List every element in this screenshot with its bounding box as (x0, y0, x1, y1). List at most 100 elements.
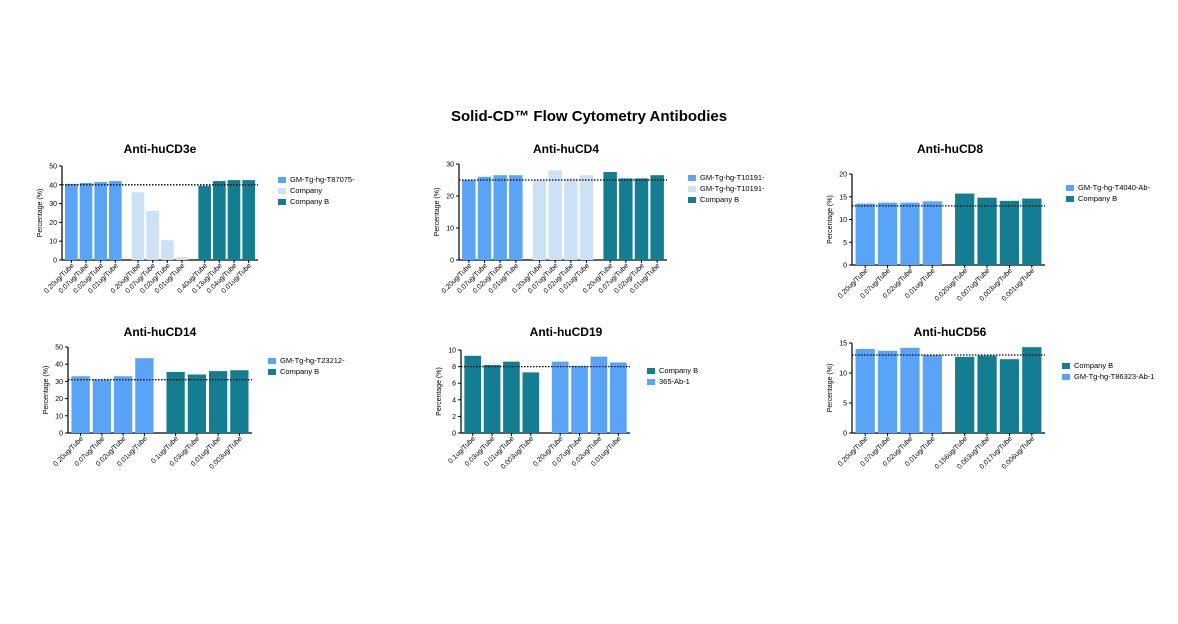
bar (161, 240, 174, 260)
legend-label: GM-Tg-hg-T4040-Ab- (1078, 183, 1151, 192)
y-tick-label: 20 (55, 396, 63, 403)
y-tick-label: 20 (839, 172, 847, 179)
bar (999, 200, 1020, 265)
bar (227, 180, 241, 260)
y-axis-label: Percentage (%) (43, 366, 50, 415)
y-tick-label: 0 (53, 258, 57, 265)
chart-title: Anti-huCD3e (124, 142, 197, 156)
bar (877, 202, 898, 265)
bar (175, 257, 189, 260)
y-axis-label: Percentage (%) (827, 364, 834, 413)
y-tick-label: 10 (446, 226, 454, 233)
y-tick-label: 2 (452, 414, 456, 421)
legend-label: GM-Tg-hg-T86323-Ab-1 (1074, 372, 1154, 381)
bar (548, 170, 562, 260)
legend-swatch (278, 177, 286, 183)
y-tick-label: 0 (843, 263, 847, 270)
y-tick-label: 10 (839, 217, 847, 224)
y-tick-label: 40 (49, 182, 57, 189)
y-tick-label: 10 (55, 413, 63, 420)
legend-swatch (268, 358, 276, 364)
chart-title: Anti-huCD19 (530, 325, 603, 339)
bar (900, 202, 920, 265)
y-axis-label: Percentage (%) (827, 195, 834, 244)
bar (131, 192, 145, 260)
bar (113, 376, 133, 433)
y-tick-label: 0 (452, 431, 456, 438)
bar (71, 376, 90, 433)
bar (65, 183, 78, 260)
page-title: Solid-CD™ Flow Cytometry Antibodies (450, 108, 728, 125)
bar (187, 374, 207, 433)
bar (230, 370, 249, 433)
legend-label: GM-Tg-hg-T87075- (290, 175, 355, 184)
legend-swatch (688, 186, 696, 192)
bar (609, 362, 627, 433)
legend-label: GM-Tg-hg-T10191- (700, 173, 765, 182)
y-tick-label: 50 (55, 345, 63, 352)
bar (1022, 198, 1042, 265)
bar (955, 356, 975, 433)
legend-swatch (1062, 374, 1070, 380)
bar (977, 197, 997, 265)
bar (590, 356, 608, 433)
bar (1022, 347, 1042, 433)
y-tick-label: 15 (839, 194, 847, 201)
bar (483, 364, 501, 433)
y-tick-label: 40 (55, 362, 63, 369)
bar (146, 211, 159, 260)
legend-swatch (647, 379, 655, 385)
y-tick-label: 20 (49, 220, 57, 227)
y-tick-label: 15 (839, 341, 847, 348)
bar (242, 180, 255, 260)
legend-label: Company B (659, 366, 698, 375)
legend-label: GM-Tg-hg-T10191- (700, 184, 765, 193)
bar (109, 181, 122, 260)
legend-swatch (278, 188, 286, 194)
bar (564, 178, 578, 260)
bar (493, 175, 507, 260)
y-axis-label: Percentage (%) (434, 188, 441, 237)
bar (522, 372, 540, 433)
y-tick-label: 30 (55, 379, 63, 386)
legend-label: Company B (1074, 361, 1113, 370)
bar (503, 361, 520, 433)
bar (634, 178, 649, 260)
bar (509, 175, 523, 260)
legend-swatch (1066, 185, 1074, 191)
chart-title: Anti-huCD4 (533, 142, 599, 156)
chart-title: Anti-huCD14 (124, 325, 197, 339)
y-tick-label: 10 (49, 239, 57, 246)
bar (579, 175, 594, 260)
bar (462, 180, 476, 260)
y-axis-label: Percentage (%) (436, 367, 443, 416)
legend-label: GM-Tg-hg-T23212- (280, 356, 345, 365)
bar (999, 359, 1020, 433)
y-tick-label: 4 (452, 397, 456, 404)
bar (922, 355, 942, 433)
bar (166, 371, 185, 433)
legend-swatch (1062, 363, 1070, 369)
bar (977, 355, 997, 433)
legend-label: Company B (700, 195, 739, 204)
legend-swatch (1066, 196, 1074, 202)
y-tick-label: 30 (446, 162, 454, 169)
bar (855, 349, 875, 433)
bar (198, 185, 211, 260)
bar (532, 180, 547, 260)
chart-title: Anti-huCD56 (914, 325, 987, 339)
bar (955, 193, 975, 265)
y-tick-label: 0 (843, 431, 847, 438)
y-tick-label: 5 (843, 401, 847, 408)
bar (551, 361, 569, 433)
legend-label: Company B (290, 197, 329, 206)
y-tick-label: 10 (839, 371, 847, 378)
bar (603, 172, 617, 260)
bar (477, 176, 492, 260)
y-tick-label: 0 (59, 431, 63, 438)
legend-swatch (688, 197, 696, 203)
legend-label: Company (290, 186, 322, 195)
y-tick-label: 0 (450, 258, 454, 265)
bar (922, 201, 942, 265)
